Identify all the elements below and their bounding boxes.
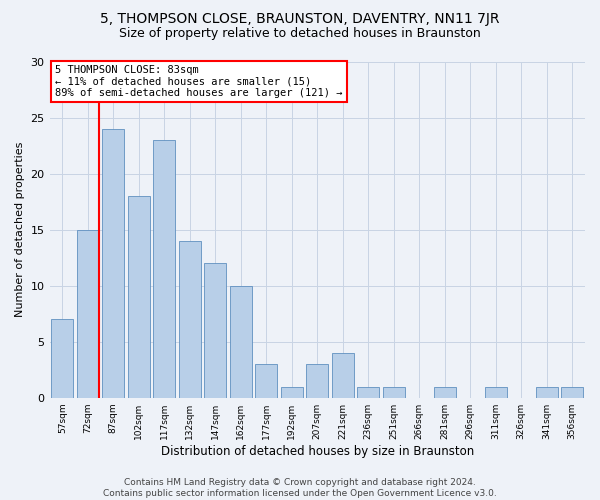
- Bar: [128, 196, 149, 398]
- Bar: [536, 386, 557, 398]
- Bar: [256, 364, 277, 398]
- Bar: [77, 230, 98, 398]
- Bar: [205, 263, 226, 398]
- Bar: [485, 386, 506, 398]
- Bar: [52, 320, 73, 398]
- Text: 5, THOMPSON CLOSE, BRAUNSTON, DAVENTRY, NN11 7JR: 5, THOMPSON CLOSE, BRAUNSTON, DAVENTRY, …: [100, 12, 500, 26]
- Bar: [332, 353, 353, 398]
- Bar: [230, 286, 251, 398]
- Bar: [383, 386, 404, 398]
- Bar: [281, 386, 302, 398]
- Bar: [154, 140, 175, 398]
- Text: Contains HM Land Registry data © Crown copyright and database right 2024.
Contai: Contains HM Land Registry data © Crown c…: [103, 478, 497, 498]
- Bar: [103, 128, 124, 398]
- Bar: [179, 241, 200, 398]
- Bar: [307, 364, 328, 398]
- Bar: [358, 386, 379, 398]
- Text: Size of property relative to detached houses in Braunston: Size of property relative to detached ho…: [119, 28, 481, 40]
- Y-axis label: Number of detached properties: Number of detached properties: [15, 142, 25, 318]
- Bar: [434, 386, 455, 398]
- X-axis label: Distribution of detached houses by size in Braunston: Distribution of detached houses by size …: [161, 444, 474, 458]
- Bar: [562, 386, 583, 398]
- Text: 5 THOMPSON CLOSE: 83sqm
← 11% of detached houses are smaller (15)
89% of semi-de: 5 THOMPSON CLOSE: 83sqm ← 11% of detache…: [55, 65, 343, 98]
